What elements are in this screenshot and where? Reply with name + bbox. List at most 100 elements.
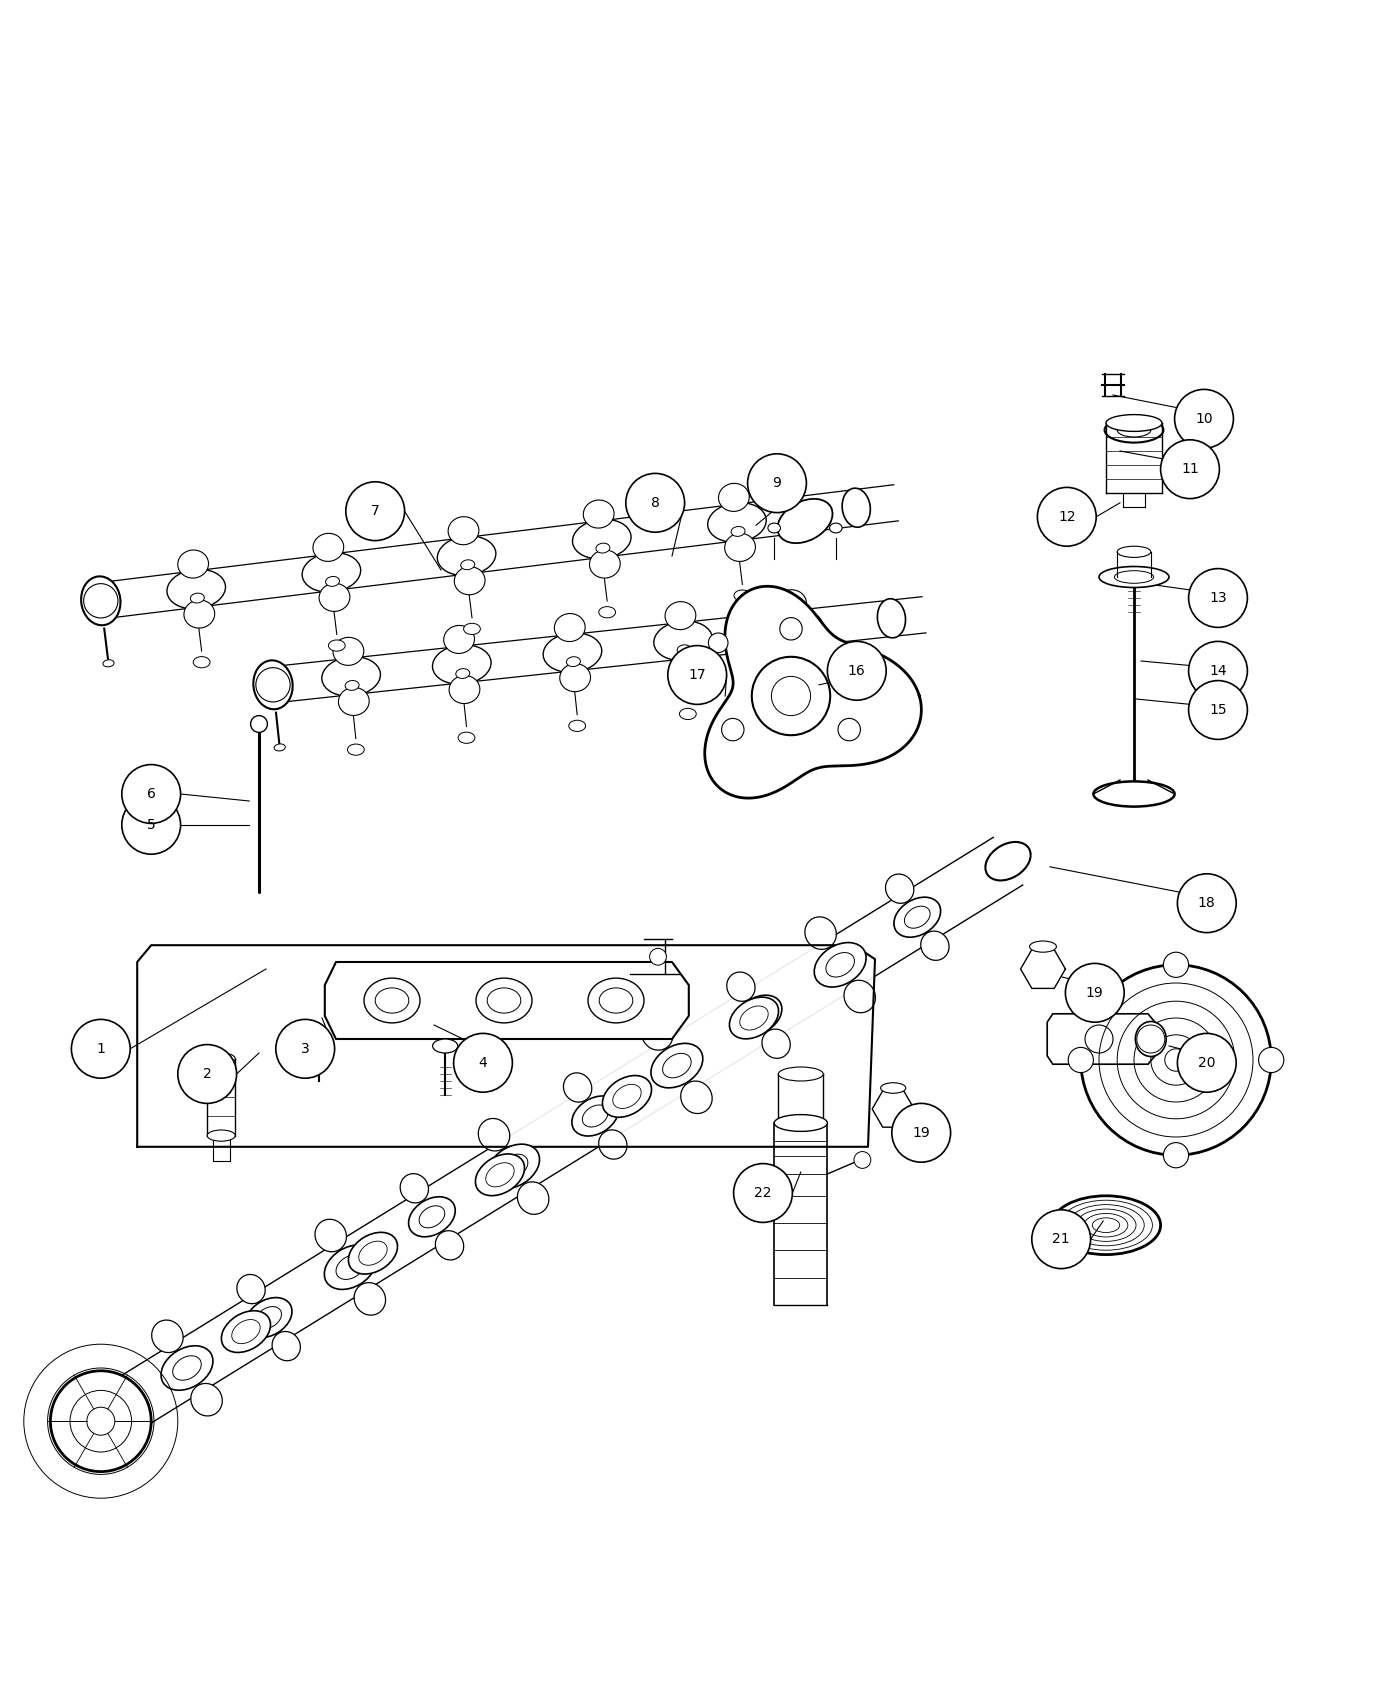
Circle shape [780,617,802,639]
Text: 7: 7 [371,505,379,518]
Ellipse shape [707,503,766,542]
Text: 22: 22 [755,1187,771,1200]
Ellipse shape [599,607,616,617]
Ellipse shape [727,972,755,1001]
Ellipse shape [731,527,745,537]
Ellipse shape [456,668,470,678]
Ellipse shape [339,687,370,716]
Circle shape [1081,966,1271,1156]
Polygon shape [1021,950,1065,988]
Circle shape [1189,568,1247,627]
Circle shape [748,454,806,513]
Circle shape [1175,389,1233,449]
Text: 15: 15 [1210,704,1226,717]
Text: 14: 14 [1210,663,1226,678]
Text: 8: 8 [651,496,659,510]
Ellipse shape [347,745,364,755]
Circle shape [178,1044,237,1103]
Text: 9: 9 [773,476,781,490]
Ellipse shape [161,1346,213,1391]
Ellipse shape [1106,415,1162,432]
Ellipse shape [599,1130,627,1159]
Text: 6: 6 [147,787,155,801]
Ellipse shape [237,1275,265,1304]
Ellipse shape [735,994,781,1035]
Circle shape [1032,1210,1091,1268]
Polygon shape [137,945,875,1148]
Ellipse shape [354,1282,385,1316]
Ellipse shape [921,932,949,960]
Ellipse shape [776,590,806,617]
Circle shape [734,1163,792,1222]
Ellipse shape [764,609,823,648]
Ellipse shape [454,566,484,595]
Ellipse shape [680,1081,713,1114]
Polygon shape [1047,1013,1155,1064]
Ellipse shape [986,842,1030,881]
Ellipse shape [805,916,836,949]
Text: 2: 2 [203,1068,211,1081]
Ellipse shape [151,1321,183,1353]
Ellipse shape [433,644,491,683]
Ellipse shape [207,1130,235,1141]
Ellipse shape [312,1032,326,1040]
Circle shape [892,1103,951,1163]
Ellipse shape [81,576,120,626]
Ellipse shape [104,660,113,666]
Text: 11: 11 [1182,462,1198,476]
Ellipse shape [207,1052,235,1064]
Text: 19: 19 [913,1125,930,1139]
Ellipse shape [444,626,475,653]
Text: 18: 18 [1198,896,1215,910]
Polygon shape [872,1091,914,1127]
Circle shape [752,656,830,734]
Ellipse shape [221,1311,270,1353]
Ellipse shape [274,745,286,751]
Ellipse shape [364,977,420,1023]
Ellipse shape [651,1044,703,1088]
Ellipse shape [183,600,214,627]
Ellipse shape [554,614,585,641]
Circle shape [122,796,181,853]
Ellipse shape [178,551,209,578]
Circle shape [708,632,728,653]
Text: 16: 16 [848,663,865,678]
Circle shape [346,481,405,541]
Ellipse shape [190,1384,223,1416]
Circle shape [276,1020,335,1078]
Ellipse shape [319,583,350,612]
Ellipse shape [788,632,802,643]
Ellipse shape [734,590,750,602]
Text: 13: 13 [1210,592,1226,605]
Ellipse shape [1099,566,1169,588]
Ellipse shape [563,1073,592,1102]
Ellipse shape [333,638,364,665]
Circle shape [1065,964,1124,1022]
Circle shape [668,646,727,704]
Ellipse shape [886,874,914,903]
Text: 21: 21 [1053,1232,1070,1246]
Text: 5: 5 [147,818,155,831]
Ellipse shape [729,998,778,1039]
Ellipse shape [718,483,749,512]
Circle shape [71,1020,130,1078]
Ellipse shape [476,977,532,1023]
Ellipse shape [315,1219,346,1251]
Circle shape [1189,680,1247,740]
Text: 20: 20 [1198,1056,1215,1069]
Ellipse shape [449,675,480,704]
Ellipse shape [654,620,713,660]
Ellipse shape [167,570,225,609]
Ellipse shape [641,1018,673,1051]
Text: 10: 10 [1196,411,1212,425]
Ellipse shape [568,721,585,731]
Ellipse shape [326,576,339,586]
Ellipse shape [50,1370,151,1472]
Ellipse shape [567,656,581,666]
Polygon shape [704,586,921,797]
Ellipse shape [1029,942,1057,952]
Ellipse shape [679,709,696,719]
Ellipse shape [596,544,610,552]
Ellipse shape [767,524,780,532]
Ellipse shape [448,517,479,544]
